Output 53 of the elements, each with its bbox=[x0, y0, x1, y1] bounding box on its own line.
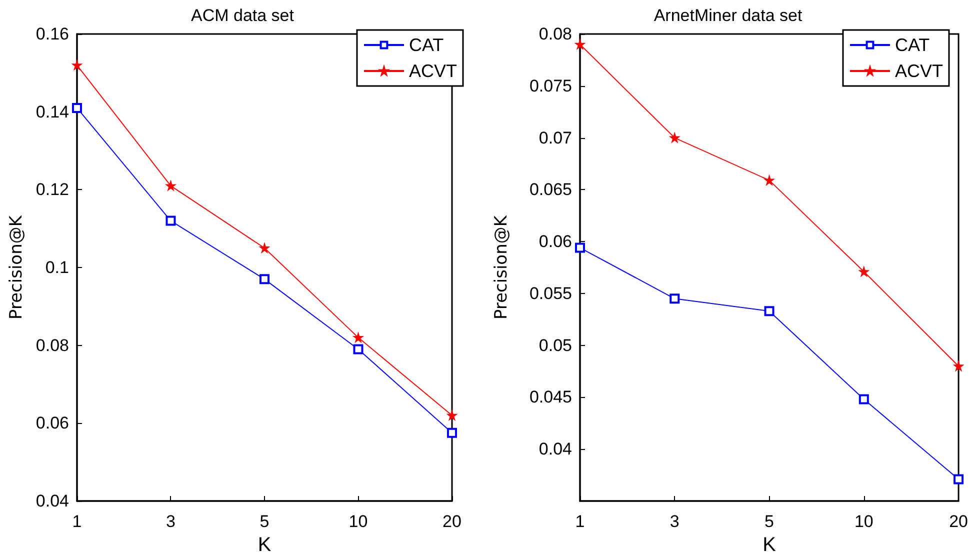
point bbox=[858, 394, 869, 404]
y-tick-label: 0.06 bbox=[36, 414, 69, 433]
legend-label: CAT bbox=[894, 35, 930, 55]
y-tick-label: 0.065 bbox=[529, 180, 572, 200]
x-tick-label: 10 bbox=[348, 512, 368, 531]
y-tick-label: 0.16 bbox=[36, 24, 69, 44]
point bbox=[72, 102, 82, 113]
y-tick-label: 0.075 bbox=[529, 76, 572, 96]
y-axis-title: Precision@K bbox=[492, 214, 512, 320]
y-tick-label: 0.1 bbox=[45, 258, 69, 277]
x-tick-label: 5 bbox=[764, 512, 774, 531]
point bbox=[764, 306, 774, 316]
y-tick-label: 0.04 bbox=[538, 440, 572, 459]
x-tick-label: 5 bbox=[260, 512, 270, 531]
y-tick-label: 0.04 bbox=[36, 492, 69, 510]
point bbox=[353, 344, 364, 354]
y-tick-label: 0.08 bbox=[538, 24, 572, 44]
chart-title: ACM data set bbox=[191, 6, 294, 25]
y-tick-label: 0.06 bbox=[538, 232, 572, 252]
y-tick-label: 0.05 bbox=[538, 336, 572, 355]
point bbox=[447, 410, 457, 420]
x-tick-label: 10 bbox=[854, 512, 874, 531]
point bbox=[859, 267, 869, 276]
point bbox=[575, 242, 585, 253]
point bbox=[72, 60, 82, 70]
point bbox=[447, 428, 457, 438]
chart-title: ArnetMiner data set bbox=[654, 6, 802, 25]
point bbox=[166, 216, 176, 226]
x-tick-label: 3 bbox=[670, 512, 680, 531]
x-axis-title: K bbox=[762, 534, 777, 556]
legend-label: ACVT bbox=[894, 61, 944, 81]
point bbox=[954, 361, 964, 371]
y-tick-label: 0.045 bbox=[529, 388, 572, 407]
point bbox=[670, 294, 680, 304]
legend-label: CAT bbox=[408, 35, 444, 55]
x-tick-label: 20 bbox=[949, 512, 968, 531]
y-tick-label: 0.07 bbox=[538, 128, 572, 148]
x-tick-label: 3 bbox=[166, 512, 176, 531]
point bbox=[575, 40, 585, 49]
legend-label: ACVT bbox=[408, 61, 458, 81]
x-tick-label: 1 bbox=[72, 512, 82, 531]
point bbox=[260, 243, 270, 253]
point bbox=[954, 474, 964, 484]
y-tick-label: 0.08 bbox=[36, 336, 69, 355]
y-tick-label: 0.12 bbox=[36, 180, 69, 200]
point bbox=[354, 332, 363, 342]
x-tick-label: 20 bbox=[442, 512, 462, 531]
y-tick-label: 0.055 bbox=[529, 284, 572, 303]
point bbox=[259, 274, 270, 284]
x-tick-label: 1 bbox=[575, 512, 585, 531]
y-tick-label: 0.14 bbox=[36, 102, 69, 122]
y-axis-title: Precision@K bbox=[6, 214, 26, 320]
x-axis-title: K bbox=[258, 534, 272, 556]
